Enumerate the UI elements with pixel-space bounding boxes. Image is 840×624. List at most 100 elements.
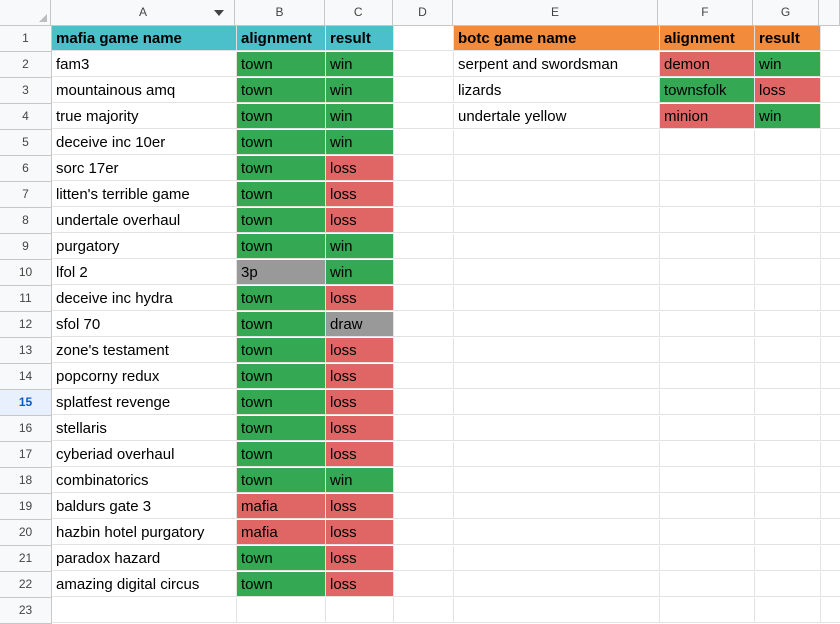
cell[interactable] [660,416,755,441]
cell[interactable] [454,156,660,181]
header-cell[interactable]: result [755,26,821,51]
cell[interactable] [755,364,821,389]
game-name-cell[interactable]: baldurs gate 3 [52,494,237,519]
result-cell[interactable]: loss [326,390,394,415]
cell[interactable] [821,312,840,337]
result-cell[interactable]: loss [326,442,394,467]
alignment-cell[interactable]: town [237,546,326,571]
cell[interactable] [660,182,755,207]
row-header[interactable]: 23 [0,598,52,624]
game-name-cell[interactable]: paradox hazard [52,546,237,571]
cell[interactable] [394,364,454,389]
game-name-cell[interactable]: cyberiad overhaul [52,442,237,467]
row-header[interactable]: 1 [0,26,52,52]
cell[interactable] [394,26,454,51]
alignment-cell[interactable]: town [237,234,326,259]
cell[interactable] [394,104,454,129]
row-header[interactable]: 4 [0,104,52,130]
game-name-cell[interactable]: deceive inc hydra [52,286,237,311]
cell[interactable] [454,234,660,259]
alignment-cell[interactable]: town [237,390,326,415]
cell[interactable] [394,598,454,623]
column-header-a[interactable]: A [51,0,236,26]
column-header-b[interactable]: B [235,0,325,26]
cell[interactable] [755,546,821,571]
cell[interactable] [394,78,454,103]
cell[interactable] [454,260,660,285]
cell[interactable] [660,286,755,311]
game-name-cell[interactable]: stellaris [52,416,237,441]
cell[interactable] [755,390,821,415]
result-cell[interactable]: win [755,104,821,129]
cell[interactable] [755,520,821,545]
row-header[interactable]: 12 [0,312,52,338]
cell[interactable] [660,364,755,389]
result-cell[interactable]: win [326,104,394,129]
cell[interactable] [755,130,821,155]
cell[interactable] [755,156,821,181]
result-cell[interactable]: win [326,234,394,259]
cell[interactable] [454,546,660,571]
filter-dropdown-icon[interactable] [214,10,225,16]
cell[interactable] [394,312,454,337]
row-header[interactable]: 17 [0,442,52,468]
cell[interactable] [660,572,755,597]
row-header[interactable]: 19 [0,494,52,520]
cell[interactable] [454,598,660,623]
alignment-cell[interactable]: town [237,52,326,77]
row-header[interactable]: 11 [0,286,52,312]
result-cell[interactable]: loss [326,416,394,441]
result-cell[interactable]: loss [326,156,394,181]
column-header-f[interactable]: F [657,0,753,26]
result-cell[interactable]: win [326,78,394,103]
game-name-cell[interactable]: purgatory [52,234,237,259]
game-name-cell[interactable]: deceive inc 10er [52,130,237,155]
game-name-cell[interactable]: zone's testament [52,338,237,363]
cell[interactable] [454,442,660,467]
cell[interactable] [326,598,394,623]
cell[interactable] [394,52,454,77]
cell[interactable] [454,364,660,389]
cell[interactable] [660,312,755,337]
game-name-cell[interactable]: sfol 70 [52,312,237,337]
cell[interactable] [454,338,660,363]
game-name-cell[interactable]: popcorny redux [52,364,237,389]
game-name-cell[interactable]: serpent and swordsman [454,52,660,77]
cell[interactable] [821,468,840,493]
result-cell[interactable]: loss [326,286,394,311]
cell[interactable] [454,520,660,545]
column-header-c[interactable]: C [324,0,393,26]
cell[interactable] [755,572,821,597]
row-header[interactable]: 8 [0,208,52,234]
cell[interactable] [394,546,454,571]
cell[interactable] [660,234,755,259]
result-cell[interactable]: win [326,52,394,77]
cell[interactable] [755,312,821,337]
row-header[interactable]: 21 [0,546,52,572]
select-all-corner[interactable] [0,0,52,26]
cell[interactable] [454,572,660,597]
cell[interactable] [821,572,840,597]
cell[interactable] [394,286,454,311]
cell[interactable] [755,208,821,233]
cell[interactable] [821,546,840,571]
cell[interactable] [755,182,821,207]
cell[interactable] [821,26,840,51]
cell[interactable] [821,416,840,441]
alignment-cell[interactable]: town [237,286,326,311]
cell[interactable] [755,338,821,363]
row-header[interactable]: 10 [0,260,52,286]
cell[interactable] [660,130,755,155]
cell[interactable] [821,182,840,207]
game-name-cell[interactable]: litten's terrible game [52,182,237,207]
cell[interactable] [821,494,840,519]
cell[interactable] [755,442,821,467]
cell[interactable] [755,494,821,519]
cell[interactable] [454,416,660,441]
alignment-cell[interactable]: townsfolk [660,78,755,103]
alignment-cell[interactable]: town [237,104,326,129]
cell[interactable] [821,260,840,285]
result-cell[interactable]: win [326,130,394,155]
cell[interactable] [237,598,326,623]
cell[interactable] [454,494,660,519]
